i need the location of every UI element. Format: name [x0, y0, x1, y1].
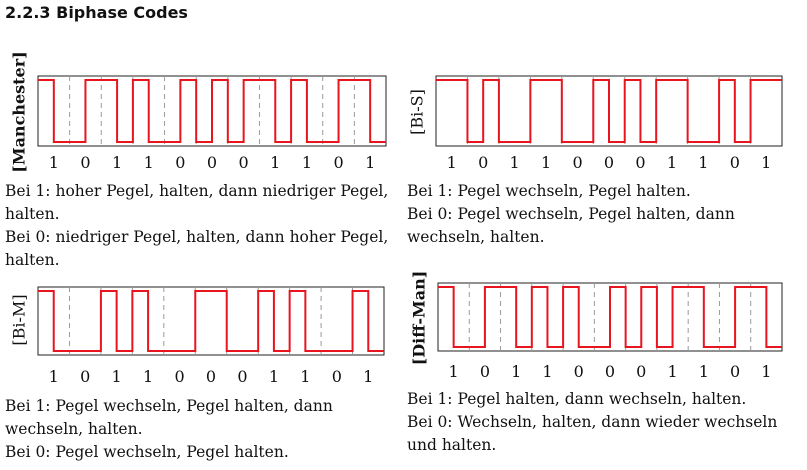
- bit-label: 1: [698, 362, 709, 381]
- bit-label: 1: [111, 367, 122, 386]
- bi-m-label: [Bi-M]: [9, 294, 29, 346]
- bit-label: 1: [363, 367, 374, 386]
- bit-label: 1: [540, 153, 552, 172]
- bi-s-bit-labels: 1 0 1 1 0 0 0 1 1 0 1: [436, 153, 782, 173]
- manchester-label: [Manchester]: [9, 51, 29, 173]
- bi-s-desc-zero: Bei 0: Pegel wechseln, Pegel halten, dan…: [407, 205, 735, 246]
- bit-label: 0: [636, 362, 647, 381]
- bi-s-desc-one: Bei 1: Pegel wechseln, Pegel halten.: [407, 182, 691, 200]
- manchester-description: Bei 1: hoher Pegel, halten, dann niedrig…: [5, 180, 403, 272]
- bit-label: 0: [479, 362, 490, 381]
- diff-man-bit-labels: 1 0 1 1 0 0 0 1 1 0 1: [438, 362, 782, 382]
- bit-label: 1: [48, 153, 59, 172]
- bit-label: 1: [509, 153, 520, 172]
- bit-label: 0: [573, 362, 584, 381]
- bit-label: 1: [761, 362, 772, 381]
- bit-label: 1: [761, 153, 772, 172]
- bit-label: 1: [142, 367, 154, 386]
- bit-label: 1: [268, 367, 279, 386]
- bit-label: 1: [666, 153, 677, 172]
- plot-frame: [435, 75, 783, 147]
- manchester-bit-labels: 1 0 1 1 0 0 0 1 1 0 1: [38, 153, 386, 173]
- bit-label: 0: [603, 153, 615, 172]
- diff-man-label: [Diff-Man]: [409, 270, 429, 366]
- manchester-desc-zero: Bei 0: niedriger Pegel, halten, dann hoh…: [5, 228, 389, 269]
- bit-label: 1: [270, 153, 281, 172]
- section-heading: 2.2.3 Biphase Codes: [5, 3, 188, 22]
- bi-s-label: [Bi-S]: [407, 89, 427, 135]
- bit-label: 0: [331, 367, 342, 386]
- plot-frame: [37, 286, 385, 356]
- bit-label: 1: [48, 367, 59, 386]
- bit-label: 0: [572, 153, 583, 172]
- bit-label: 1: [301, 153, 312, 172]
- manchester-waveform: [37, 75, 387, 147]
- bit-label: 1: [667, 362, 678, 381]
- diff-man-description: Bei 1: Pegel halten, dann wechseln, halt…: [407, 388, 805, 457]
- bi-s-waveform: [435, 75, 783, 147]
- bit-label: 1: [300, 367, 311, 386]
- bit-label: 1: [143, 153, 154, 172]
- manchester-desc-one: Bei 1: hoher Pegel, halten, dann niedrig…: [5, 182, 389, 223]
- bit-label: 0: [205, 367, 217, 386]
- bit-label: 0: [237, 367, 248, 386]
- signal-trace: [438, 286, 782, 348]
- bi-m-waveform: [37, 286, 385, 356]
- bit-label: 0: [174, 367, 185, 386]
- plot-frame: [37, 75, 387, 147]
- bit-label: 0: [333, 153, 344, 172]
- bit-label: 0: [635, 153, 646, 172]
- bi-m-description: Bei 1: Pegel wechseln, Pegel halten, dan…: [5, 395, 405, 464]
- bit-label: 0: [238, 153, 249, 172]
- bit-label: 1: [511, 362, 522, 381]
- plot-frame: [437, 282, 783, 352]
- signal-trace: [436, 79, 782, 143]
- diff-man-waveform: [437, 282, 783, 352]
- bit-label: 1: [365, 153, 376, 172]
- bit-label: 0: [729, 153, 740, 172]
- bit-label: 0: [206, 153, 218, 172]
- bi-m-bit-labels: 1 0 1 1 0 0 0 1 1 0 1: [38, 367, 384, 387]
- signal-trace: [38, 290, 384, 352]
- bit-label: 0: [80, 367, 91, 386]
- bit-label: 1: [448, 362, 459, 381]
- bi-m-desc-one: Bei 1: Pegel wechseln, Pegel halten, dan…: [5, 397, 333, 438]
- bit-label: 0: [729, 362, 741, 381]
- bit-label: 0: [604, 362, 616, 381]
- bit-label: 1: [698, 153, 709, 172]
- bi-m-desc-zero: Bei 0: Pegel wechseln, Pegel halten.: [5, 443, 289, 461]
- bi-s-description: Bei 1: Pegel wechseln, Pegel halten. Bei…: [407, 180, 805, 249]
- bit-label: 0: [478, 153, 489, 172]
- bit-label: 1: [446, 153, 457, 172]
- bit-label: 0: [175, 153, 186, 172]
- signal-trace: [38, 79, 386, 143]
- diff-man-desc-zero: Bei 0: Wechseln, halten, dann wieder wec…: [407, 413, 778, 454]
- bit-label: 1: [542, 362, 553, 381]
- bit-label: 1: [111, 153, 123, 172]
- diff-man-desc-one: Bei 1: Pegel halten, dann wechseln, halt…: [407, 390, 747, 408]
- bit-label: 0: [80, 153, 91, 172]
